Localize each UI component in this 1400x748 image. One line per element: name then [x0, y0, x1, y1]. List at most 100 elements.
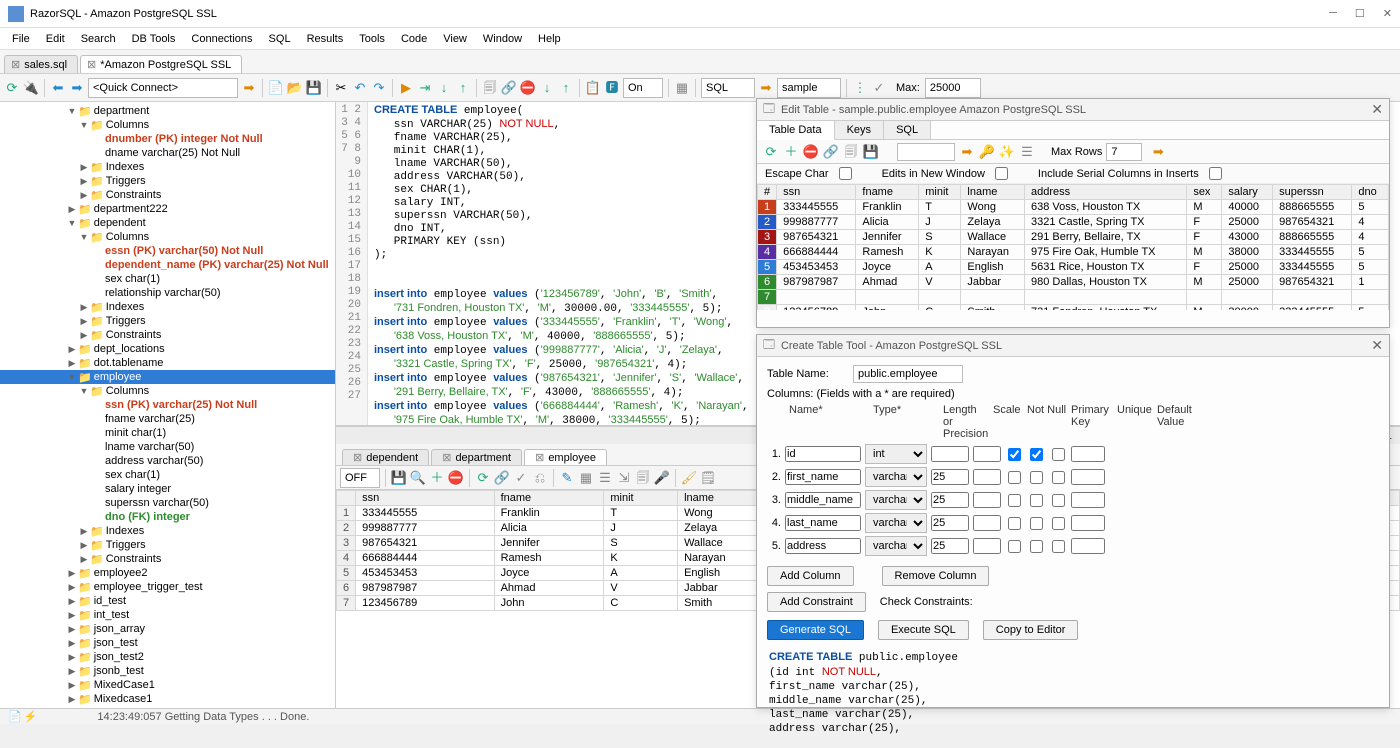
col-scale-input[interactable] — [973, 538, 1001, 554]
run-up-icon[interactable]: ↑ — [455, 80, 471, 96]
tree-item[interactable]: ▶📁json_test2 — [0, 650, 335, 664]
save-results-icon[interactable]: 💾 — [391, 470, 407, 486]
tree-item[interactable]: ▶📁employee2 — [0, 566, 335, 580]
results-tab[interactable]: ⊠department — [431, 449, 522, 465]
tree-item[interactable]: ▶📁Constraints — [0, 552, 335, 566]
close-tab-icon[interactable]: ⊠ — [87, 58, 96, 71]
col-name-input[interactable] — [785, 446, 861, 462]
pk-check[interactable] — [1030, 517, 1043, 530]
notnull-check[interactable] — [1008, 494, 1021, 507]
col-scale-input[interactable] — [973, 446, 1001, 462]
default-input[interactable] — [1071, 515, 1105, 531]
edits-new-window-check[interactable] — [995, 167, 1008, 180]
unique-check[interactable] — [1052, 471, 1065, 484]
col-type-select[interactable]: varchar — [865, 536, 927, 556]
tree-item[interactable]: ▶📁jsonb_test — [0, 664, 335, 678]
tree-item[interactable]: ▶📁dept_locations — [0, 342, 335, 356]
add-column-button[interactable]: Add Column — [767, 566, 854, 586]
menu-window[interactable]: Window — [477, 31, 528, 47]
tree-item[interactable]: superssn varchar(50) — [0, 496, 335, 510]
close-icon[interactable]: ✕ — [1371, 101, 1383, 118]
execute-sql-button[interactable]: Execute SQL — [878, 620, 969, 640]
minimize-icon[interactable]: ─ — [1329, 7, 1337, 20]
copy-grid-icon[interactable]: 🗐 — [635, 470, 651, 486]
tree-item[interactable]: ▶📁Triggers — [0, 538, 335, 552]
generate-sql-button[interactable]: Generate SQL — [767, 620, 864, 640]
tree-item[interactable]: ▼📁dependent — [0, 216, 335, 230]
escape-char-check[interactable] — [839, 167, 852, 180]
col-scale-input[interactable] — [973, 515, 1001, 531]
refresh-icon[interactable]: ⟳ — [4, 80, 20, 96]
tree-item[interactable]: ▶📁json_test — [0, 636, 335, 650]
col-length-input[interactable] — [931, 515, 969, 531]
add-row-icon[interactable]: ＋ — [429, 470, 445, 486]
menu-edit[interactable]: Edit — [40, 31, 71, 47]
unique-check[interactable] — [1052, 540, 1065, 553]
save-icon[interactable]: 💾 — [306, 80, 322, 96]
col-type-select[interactable]: varchar — [865, 490, 927, 510]
default-input[interactable] — [1071, 446, 1105, 462]
col-name-input[interactable] — [785, 515, 861, 531]
file-tab[interactable]: ⊠*Amazon PostgreSQL SSL — [80, 55, 242, 73]
tree-item[interactable]: fname varchar(25) — [0, 412, 335, 426]
default-input[interactable] — [1071, 538, 1105, 554]
link-results-icon[interactable]: 🔗 — [494, 470, 510, 486]
maximize-icon[interactable]: ☐ — [1355, 7, 1365, 20]
close-icon[interactable]: ✕ — [1371, 337, 1383, 354]
menu-dbtools[interactable]: DB Tools — [126, 31, 182, 47]
menu-connections[interactable]: Connections — [185, 31, 258, 47]
sample-dropdown[interactable] — [777, 78, 841, 98]
tree-item[interactable]: ssn (PK) varchar(25) Not Null — [0, 398, 335, 412]
file-tab[interactable]: ⊠sales.sql — [4, 55, 78, 73]
close-tab-icon[interactable]: ⊠ — [11, 58, 20, 71]
tree-item[interactable]: dependent_name (PK) varchar(25) Not Null — [0, 258, 335, 272]
tree-item[interactable]: sex char(1) — [0, 272, 335, 286]
pk-check[interactable] — [1030, 494, 1043, 507]
refresh-icon[interactable]: ⟳ — [763, 144, 779, 160]
col-type-select[interactable]: varchar — [865, 467, 927, 487]
arrow-left-icon[interactable]: ⬅ — [50, 80, 66, 96]
edit-panel-tab[interactable]: SQL — [884, 121, 931, 139]
tree-item[interactable]: ▶📁int_test — [0, 608, 335, 622]
menu-results[interactable]: Results — [301, 31, 350, 47]
edit-panel-tab[interactable]: Keys — [835, 121, 884, 139]
edit-panel-tab[interactable]: Table Data — [757, 121, 835, 140]
go-icon[interactable]: ➡ — [1150, 144, 1166, 160]
default-input[interactable] — [1071, 469, 1105, 485]
tree-item[interactable]: address varchar(50) — [0, 454, 335, 468]
db-tree[interactable]: ▼📁department▼📁Columnsdnumber (PK) intege… — [0, 102, 336, 708]
tree-item[interactable]: ▶📁Constraints — [0, 188, 335, 202]
link2-icon[interactable]: 🔗 — [823, 144, 839, 160]
col-name-input[interactable] — [785, 492, 861, 508]
tree-item[interactable]: dname varchar(25) Not Null — [0, 146, 335, 160]
tree-item[interactable]: salary integer — [0, 482, 335, 496]
tree-item[interactable]: relationship varchar(50) — [0, 286, 335, 300]
add-constraint-button[interactable]: Add Constraint — [767, 592, 866, 612]
tree-item[interactable]: ▶📁dot.tablename — [0, 356, 335, 370]
link-icon[interactable]: 🔗 — [501, 80, 517, 96]
close-icon[interactable]: ✕ — [1383, 7, 1392, 20]
notnull-check[interactable] — [1008, 540, 1021, 553]
col-length-input[interactable] — [931, 469, 969, 485]
tree-item[interactable]: ▶📁Indexes — [0, 300, 335, 314]
results-tab[interactable]: ⊠employee — [524, 449, 607, 465]
tree-item[interactable]: dnumber (PK) integer Not Null — [0, 132, 335, 146]
revert-icon[interactable]: ⎌ — [532, 470, 548, 486]
quick-connect-dropdown[interactable] — [88, 78, 238, 98]
run-line-icon[interactable]: ⇥ — [417, 80, 433, 96]
commit-icon[interactable]: ✓ — [871, 80, 887, 96]
refresh-results-icon[interactable]: ⟳ — [475, 470, 491, 486]
grid-icon[interactable]: ▦ — [578, 470, 594, 486]
go-right-icon[interactable]: ➡ — [241, 80, 257, 96]
add-icon[interactable]: ＋ — [783, 144, 799, 160]
col-type-select[interactable]: int — [865, 444, 927, 464]
notnull-check[interactable] — [1008, 448, 1021, 461]
menu-code[interactable]: Code — [395, 31, 433, 47]
filter-icon[interactable]: 🔍 — [410, 470, 426, 486]
filter-input[interactable] — [897, 143, 955, 161]
tree-item[interactable]: dno (FK) integer — [0, 510, 335, 524]
new-icon[interactable]: 📄 — [268, 80, 284, 96]
script-icon[interactable]: 🗐 — [482, 80, 498, 96]
undo-icon[interactable]: ↶ — [352, 80, 368, 96]
cut-icon[interactable]: ✂ — [333, 80, 349, 96]
